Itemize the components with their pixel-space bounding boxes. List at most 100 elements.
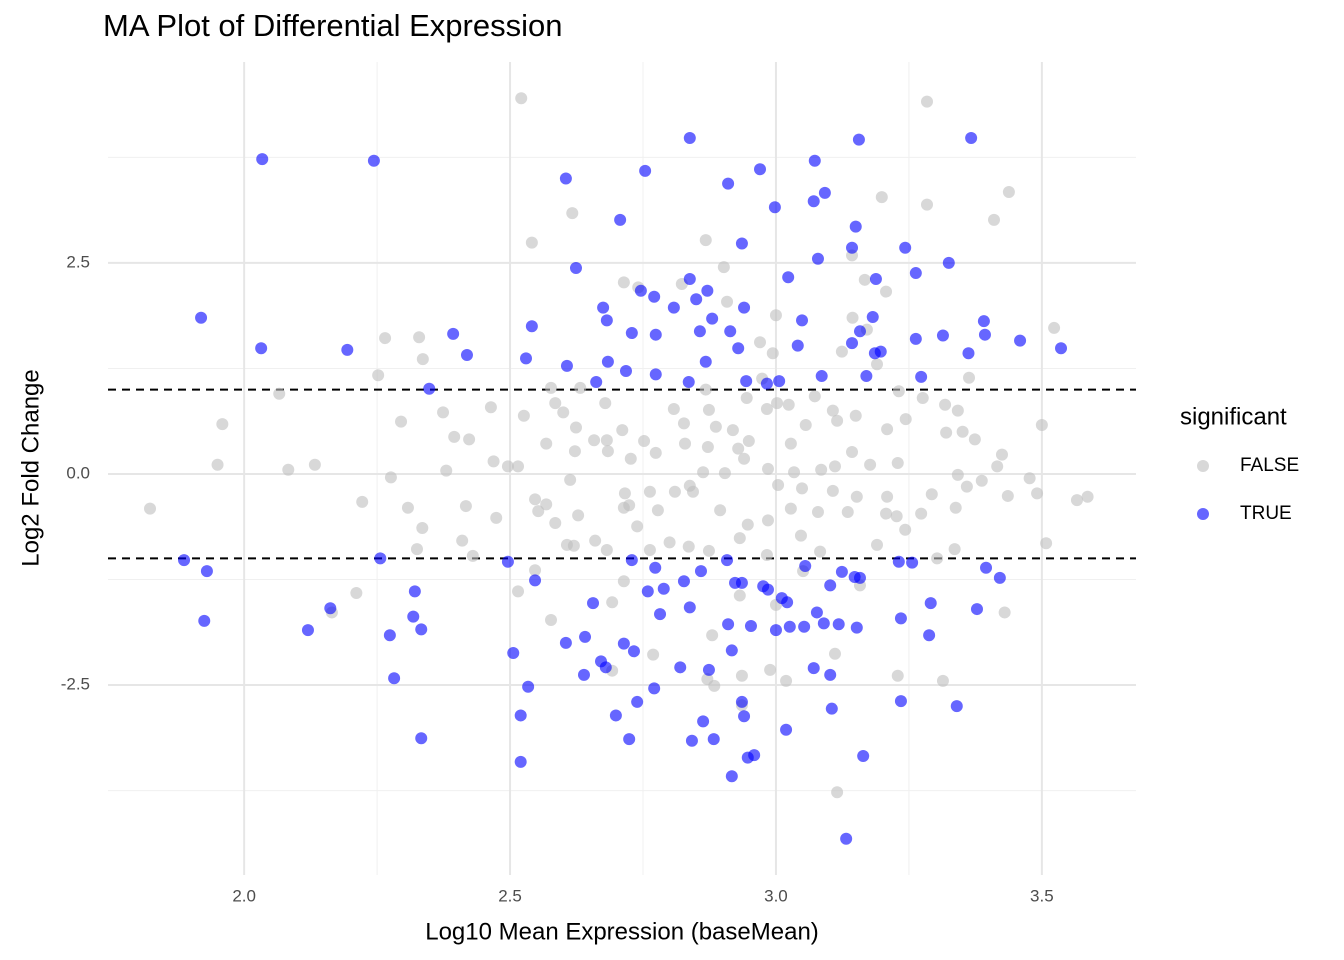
data-point bbox=[810, 606, 823, 619]
data-point bbox=[706, 629, 719, 642]
data-point bbox=[525, 236, 538, 249]
data-point bbox=[1001, 489, 1014, 502]
data-point bbox=[811, 505, 824, 518]
data-point bbox=[522, 680, 535, 693]
data-point bbox=[625, 327, 638, 339]
data-point bbox=[490, 511, 503, 524]
data-point bbox=[735, 695, 748, 708]
data-point bbox=[773, 375, 786, 388]
data-point bbox=[460, 348, 473, 361]
data-point bbox=[894, 612, 907, 625]
data-point bbox=[768, 201, 781, 214]
data-point bbox=[682, 375, 695, 388]
data-point bbox=[649, 446, 662, 459]
data-point bbox=[909, 267, 922, 280]
data-point bbox=[780, 674, 793, 687]
data-point bbox=[540, 437, 553, 450]
data-point bbox=[708, 679, 721, 692]
data-point bbox=[709, 420, 722, 433]
data-point bbox=[866, 310, 879, 323]
data-point bbox=[648, 290, 661, 303]
data-point bbox=[601, 445, 614, 458]
data-point bbox=[733, 589, 746, 602]
data-point bbox=[951, 404, 964, 417]
data-point bbox=[741, 518, 754, 531]
data-point bbox=[724, 325, 737, 338]
data-point bbox=[807, 662, 820, 675]
data-point bbox=[754, 336, 767, 349]
data-point bbox=[379, 332, 392, 345]
data-point bbox=[408, 585, 421, 598]
data-point bbox=[577, 668, 590, 681]
x-tick-label: 2.5 bbox=[498, 886, 522, 905]
data-point bbox=[796, 482, 809, 495]
data-point bbox=[963, 371, 976, 384]
data-point bbox=[807, 195, 820, 208]
data-point bbox=[766, 347, 779, 360]
data-point bbox=[674, 661, 687, 674]
data-point bbox=[995, 448, 1008, 461]
data-point bbox=[1048, 321, 1061, 334]
data-point bbox=[828, 647, 841, 660]
data-point bbox=[740, 375, 753, 388]
data-point bbox=[568, 445, 581, 458]
data-point bbox=[899, 523, 912, 536]
data-point bbox=[416, 353, 429, 366]
data-point bbox=[618, 487, 631, 500]
data-point bbox=[880, 285, 893, 298]
y-tick-label: 0.0 bbox=[66, 463, 90, 482]
data-point bbox=[627, 645, 640, 658]
data-point bbox=[701, 284, 714, 297]
data-point bbox=[372, 369, 385, 382]
data-point bbox=[456, 534, 469, 547]
data-point bbox=[769, 309, 782, 322]
data-point bbox=[699, 355, 712, 368]
data-point bbox=[301, 624, 314, 637]
data-point bbox=[991, 460, 1004, 473]
data-point bbox=[788, 466, 801, 479]
data-point bbox=[569, 261, 582, 274]
data-point bbox=[1070, 494, 1083, 507]
data-point bbox=[798, 620, 811, 633]
data-point bbox=[699, 234, 712, 247]
data-point bbox=[589, 534, 602, 547]
data-point bbox=[677, 575, 690, 588]
data-point bbox=[600, 543, 613, 556]
data-point bbox=[860, 370, 873, 383]
data-point bbox=[690, 293, 703, 306]
data-point bbox=[667, 301, 680, 314]
data-point bbox=[998, 606, 1011, 619]
data-point bbox=[623, 733, 636, 746]
data-point bbox=[1040, 537, 1053, 550]
data-point bbox=[631, 695, 644, 708]
data-point bbox=[255, 342, 268, 355]
data-point bbox=[415, 623, 428, 636]
data-point bbox=[649, 328, 662, 341]
data-point bbox=[487, 455, 500, 468]
data-point bbox=[741, 751, 754, 764]
data-point bbox=[808, 154, 821, 167]
data-point bbox=[760, 549, 773, 562]
data-point bbox=[525, 320, 538, 333]
data-point bbox=[559, 636, 572, 649]
data-point bbox=[1031, 487, 1044, 500]
data-point bbox=[702, 403, 715, 416]
data-point bbox=[717, 261, 730, 274]
data-point bbox=[407, 610, 420, 623]
data-point bbox=[654, 608, 667, 621]
data-point bbox=[732, 442, 745, 455]
data-point bbox=[852, 133, 865, 146]
data-point bbox=[980, 561, 993, 574]
data-point bbox=[840, 832, 853, 845]
legend-label: FALSE bbox=[1240, 455, 1299, 476]
data-point bbox=[702, 663, 715, 676]
data-point bbox=[962, 347, 975, 360]
data-point bbox=[722, 177, 735, 190]
data-point bbox=[616, 424, 629, 437]
data-point bbox=[960, 480, 973, 493]
data-point bbox=[178, 554, 191, 567]
data-point bbox=[891, 457, 904, 470]
data-point bbox=[560, 359, 573, 372]
data-point bbox=[590, 375, 603, 388]
data-point bbox=[440, 464, 453, 477]
